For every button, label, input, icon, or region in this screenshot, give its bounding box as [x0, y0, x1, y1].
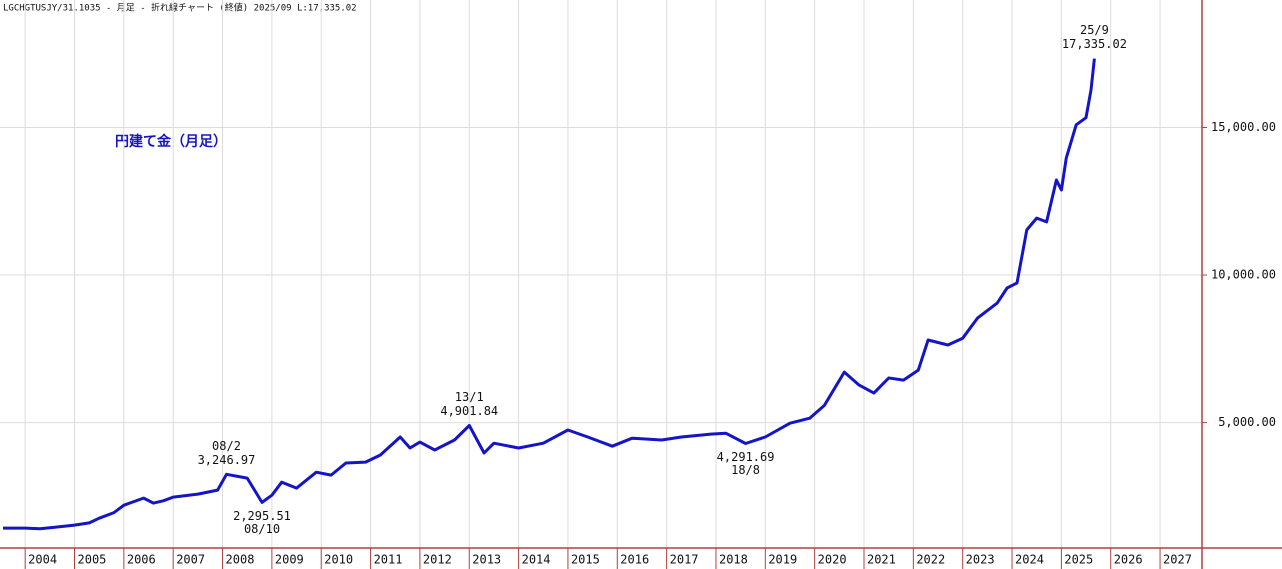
x-tick-label: 2004 — [28, 553, 57, 567]
y-tick-label: 10,000.00 — [1211, 268, 1276, 282]
x-tick-label: 2010 — [324, 553, 353, 567]
annotation-value: 4,291.69 — [717, 450, 775, 464]
x-tick-label: 2008 — [226, 553, 255, 567]
x-tick-label: 2026 — [1114, 553, 1143, 567]
x-tick-label: 2024 — [1015, 553, 1044, 567]
x-tick-label: 2013 — [472, 553, 501, 567]
x-tick-label: 2020 — [818, 553, 847, 567]
x-tick-label: 2027 — [1163, 553, 1192, 567]
price-line — [3, 58, 1096, 531]
y-tick-label: 5,000.00 — [1218, 415, 1276, 429]
annotation-value: 17,335.02 — [1062, 37, 1127, 51]
x-tick-label: 2005 — [78, 553, 107, 567]
annotation-value: 4,901.84 — [440, 404, 498, 418]
chart-title: 円建て金（月足） — [115, 133, 227, 150]
x-tick-label: 2015 — [571, 553, 600, 567]
x-tick-label: 2022 — [916, 553, 945, 567]
x-tick-label: 2025 — [1064, 553, 1093, 567]
x-tick-label: 2014 — [522, 553, 551, 567]
x-tick-label: 2009 — [275, 553, 304, 567]
y-tick-label: 15,000.00 — [1211, 120, 1276, 134]
x-tick-label: 2019 — [768, 553, 797, 567]
annotation-date: 08/2 — [212, 439, 241, 453]
x-tick-label: 2016 — [620, 553, 649, 567]
x-tick-label: 2023 — [966, 553, 995, 567]
x-tick-label: 2021 — [867, 553, 896, 567]
annotation-value: 3,246.97 — [198, 453, 256, 467]
x-tick-label: 2007 — [176, 553, 205, 567]
annotation-date: 13/1 — [455, 390, 484, 404]
annotation-date: 08/10 — [244, 522, 280, 536]
x-tick-label: 2018 — [719, 553, 748, 567]
x-tick-label: 2006 — [127, 553, 156, 567]
annotation-value: 2,295.51 — [233, 509, 291, 523]
x-tick-label: 2012 — [423, 553, 452, 567]
annotation-date: 25/9 — [1080, 23, 1109, 37]
chart-header: LGCHGTUSJY/31.1035 - 月足 - 折れ線チャート (終値) 2… — [3, 2, 357, 14]
annotation-date: 18/8 — [731, 463, 760, 477]
x-tick-label: 2011 — [374, 553, 403, 567]
x-tick-label: 2017 — [670, 553, 699, 567]
